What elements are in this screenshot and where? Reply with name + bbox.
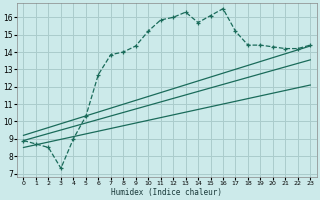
X-axis label: Humidex (Indice chaleur): Humidex (Indice chaleur) <box>111 188 222 197</box>
